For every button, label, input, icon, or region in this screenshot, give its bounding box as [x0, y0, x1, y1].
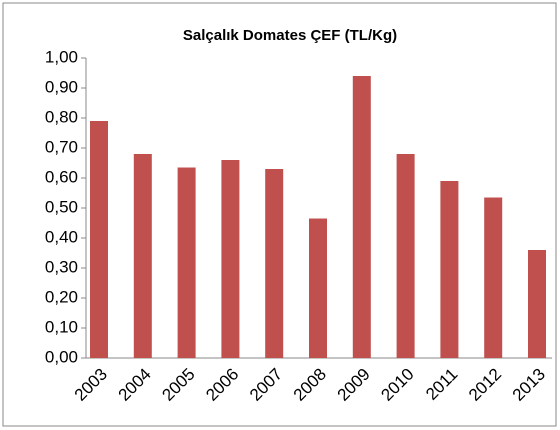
y-tick-label: 0,20 — [45, 287, 78, 306]
bar — [133, 154, 152, 358]
y-tick-label: 0,60 — [45, 167, 78, 186]
bar — [90, 121, 108, 358]
y-tick-label: 0,90 — [45, 77, 78, 96]
bar — [396, 154, 415, 358]
bar — [528, 250, 546, 358]
bar — [352, 76, 371, 358]
bar — [484, 197, 503, 358]
chart-title: Salçalık Domates ÇEF (TL/Kg) — [183, 27, 397, 44]
y-tick-label: 0,70 — [45, 137, 78, 156]
bar — [440, 181, 459, 358]
y-tick-label: 0,30 — [45, 257, 78, 276]
y-tick-label: 1,00 — [45, 47, 78, 66]
bar — [221, 160, 240, 358]
bar — [177, 167, 196, 358]
y-tick-label: 0,40 — [45, 227, 78, 246]
y-tick-label: 0,10 — [45, 317, 78, 336]
bar — [309, 218, 327, 358]
y-tick-label: 0,80 — [45, 107, 78, 126]
bar — [265, 169, 284, 358]
y-tick-label: 0,50 — [45, 197, 78, 216]
y-tick-label: 0,00 — [45, 347, 78, 366]
